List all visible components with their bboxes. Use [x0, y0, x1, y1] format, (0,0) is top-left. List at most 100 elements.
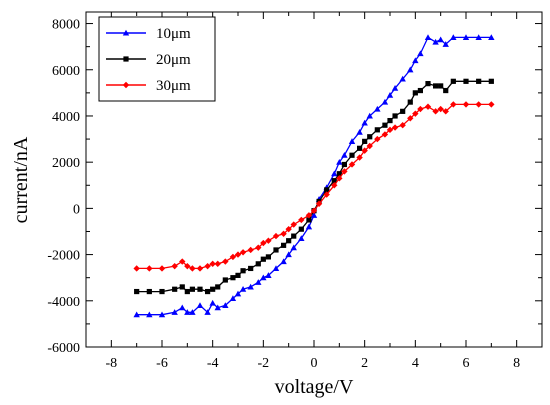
data-point	[255, 261, 261, 267]
data-point	[260, 239, 267, 247]
data-point	[285, 251, 292, 258]
data-point	[280, 258, 287, 265]
data-point	[442, 108, 449, 115]
data-point	[391, 85, 399, 91]
data-point	[298, 216, 305, 224]
y-axis-title: current/nA	[10, 136, 32, 223]
data-point	[189, 265, 196, 272]
data-point	[438, 83, 444, 89]
data-point	[146, 265, 153, 272]
y-tick-label: -4000	[47, 295, 80, 310]
x-tick-label: -6	[156, 356, 168, 371]
data-point	[381, 98, 389, 105]
data-point	[265, 272, 272, 278]
data-point	[356, 128, 363, 135]
data-point	[366, 142, 373, 150]
data-point	[255, 279, 262, 285]
data-point	[134, 288, 140, 295]
data-point	[298, 226, 304, 232]
data-point	[336, 158, 343, 165]
data-point	[412, 110, 419, 117]
data-point	[437, 36, 444, 43]
data-point	[336, 171, 342, 177]
data-point	[272, 265, 280, 272]
data-point	[290, 221, 297, 228]
data-point	[285, 225, 292, 233]
data-point	[407, 99, 413, 105]
legend-label: 30μm	[156, 78, 191, 94]
data-point	[286, 238, 292, 244]
data-point	[146, 311, 153, 318]
data-point	[387, 117, 393, 124]
data-point	[341, 168, 348, 175]
y-tick-label: 0	[73, 202, 80, 217]
data-point	[205, 288, 211, 295]
data-point	[476, 78, 482, 84]
x-axis-title: voltage/V	[275, 376, 354, 398]
legend-marker	[122, 81, 130, 89]
data-point	[204, 309, 211, 315]
legend-marker	[123, 56, 129, 62]
series-line-3	[136, 103, 492, 270]
data-point	[265, 237, 272, 244]
data-point	[239, 249, 247, 256]
data-point	[362, 138, 368, 144]
data-point	[172, 286, 178, 292]
data-point	[374, 127, 380, 133]
x-tick-label: 6	[463, 356, 470, 371]
data-point	[255, 244, 262, 251]
data-point	[374, 105, 381, 112]
x-tick-label: 2	[361, 356, 368, 371]
data-point	[475, 101, 482, 108]
data-point	[374, 135, 381, 143]
data-point	[235, 272, 241, 278]
data-point	[305, 212, 313, 219]
data-point	[463, 78, 469, 84]
data-point	[356, 154, 363, 161]
data-point	[248, 265, 254, 272]
data-point	[341, 161, 347, 168]
data-point	[260, 274, 267, 281]
data-point	[424, 34, 432, 40]
data-point	[391, 124, 399, 131]
data-point	[214, 260, 221, 268]
series-layer	[133, 34, 495, 318]
legend: 10μm 20μm 30μm	[98, 16, 216, 102]
data-point	[348, 138, 356, 144]
data-point	[290, 244, 297, 251]
data-point	[204, 262, 211, 270]
data-point	[184, 288, 190, 295]
data-point	[488, 34, 495, 40]
data-point	[462, 101, 470, 108]
x-tick-label: -2	[257, 356, 269, 371]
data-point	[179, 304, 186, 311]
y-tick-label: 8000	[52, 18, 80, 33]
data-point	[171, 262, 178, 270]
data-point	[159, 288, 165, 295]
data-point	[475, 34, 482, 40]
data-point	[291, 233, 297, 239]
data-point	[222, 277, 228, 283]
y-tick-label: 6000	[52, 64, 80, 79]
data-point	[229, 295, 237, 302]
series-line-2	[136, 80, 492, 293]
data-point	[386, 126, 394, 134]
data-point	[214, 304, 221, 311]
data-point	[381, 131, 389, 138]
data-point	[179, 284, 185, 290]
data-point	[260, 256, 266, 262]
data-point	[310, 212, 318, 218]
data-point	[196, 302, 204, 308]
data-point	[417, 87, 423, 94]
data-point	[443, 87, 449, 94]
data-point	[407, 66, 414, 73]
data-point	[272, 232, 280, 240]
data-point	[189, 309, 196, 315]
data-point	[197, 286, 203, 292]
data-point	[488, 101, 495, 108]
data-point	[306, 217, 312, 223]
data-point	[357, 145, 363, 151]
axes: -8 -6 -4 -2 0 2 4 6 8 -6000 -4000 -2000 0 2000 4000 600…	[47, 12, 542, 371]
data-point	[273, 247, 279, 253]
y-tick-label: -2000	[47, 249, 80, 264]
